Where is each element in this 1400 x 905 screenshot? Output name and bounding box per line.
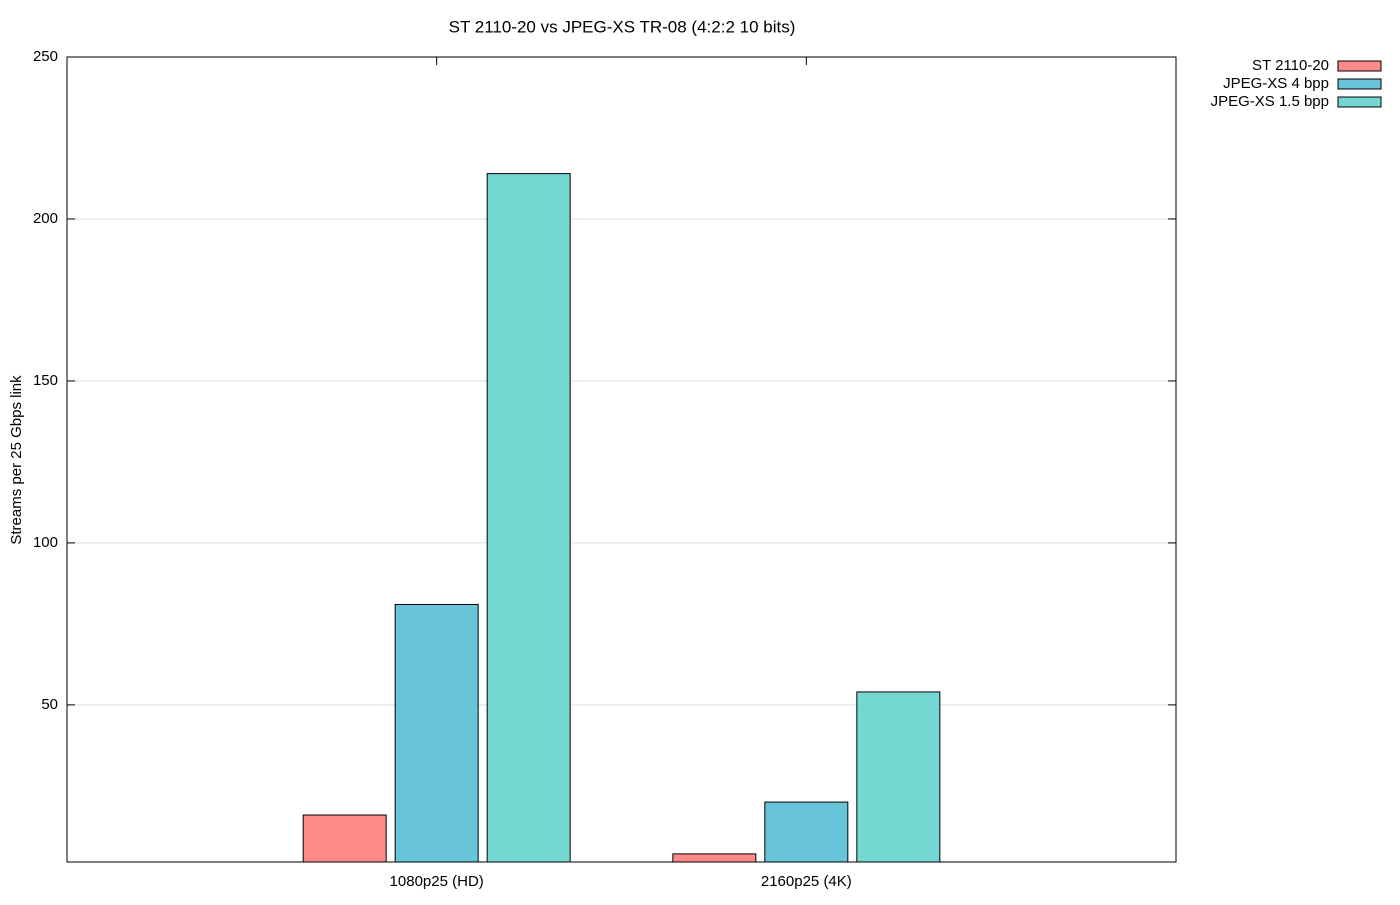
y-tick-label: 250 xyxy=(33,48,58,65)
bar xyxy=(856,691,941,863)
bar xyxy=(486,173,571,863)
chart-title: ST 2110-20 vs JPEG-XS TR-08 (4:2:2 10 bi… xyxy=(449,17,796,36)
legend-swatch xyxy=(1337,78,1382,90)
legend-label: JPEG-XS 4 bpp xyxy=(1223,75,1329,92)
x-tick-label: 2160p25 (4K) xyxy=(761,873,852,890)
plot-frame xyxy=(66,56,1177,863)
y-tick-label: 100 xyxy=(33,534,58,551)
y-axis-label: Streams per 25 Gbps link xyxy=(8,375,25,545)
bar xyxy=(302,814,387,863)
bar xyxy=(672,853,757,863)
bar xyxy=(764,801,849,863)
legend-label: JPEG-XS 1.5 bpp xyxy=(1211,93,1329,110)
y-tick-label: 200 xyxy=(33,210,58,227)
bar xyxy=(394,603,479,863)
legend-swatch xyxy=(1337,60,1382,72)
legend-swatch xyxy=(1337,96,1382,108)
x-tick-label: 1080p25 (HD) xyxy=(390,873,484,890)
y-tick-label: 150 xyxy=(33,372,58,389)
y-tick-label: 50 xyxy=(41,696,58,713)
legend-label: ST 2110-20 xyxy=(1252,57,1329,74)
